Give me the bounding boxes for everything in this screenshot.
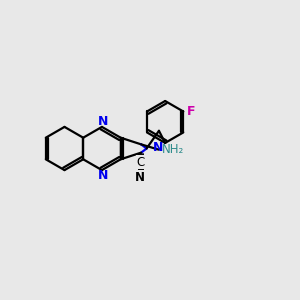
Text: N: N	[98, 115, 109, 128]
Text: NH₂: NH₂	[162, 143, 184, 156]
Text: N: N	[98, 169, 109, 182]
Text: N: N	[135, 171, 145, 184]
Text: C: C	[136, 156, 144, 169]
Text: F: F	[187, 105, 196, 118]
Text: N: N	[153, 141, 164, 154]
